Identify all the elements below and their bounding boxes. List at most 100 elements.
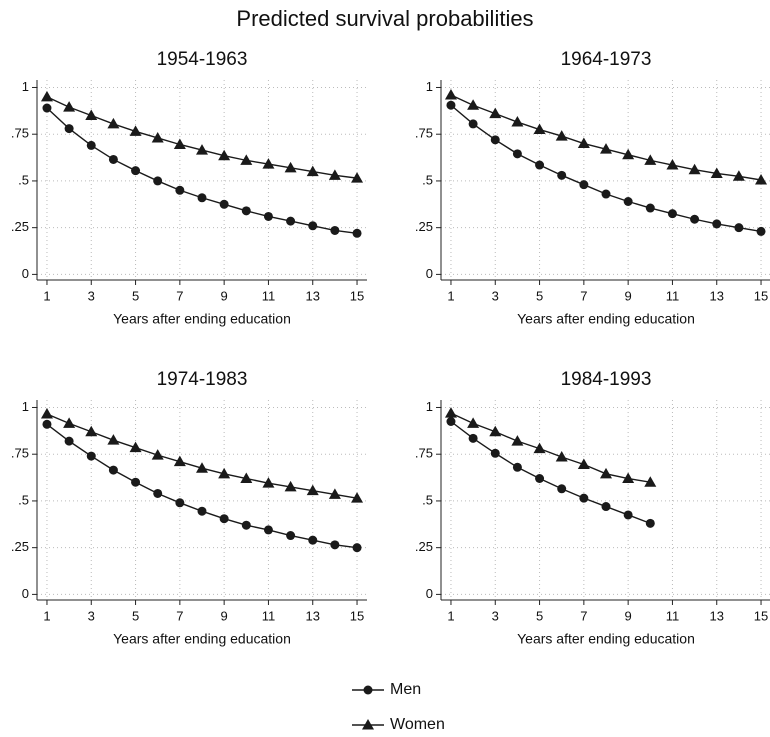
data-point [557, 170, 567, 180]
panel-title: 1954-1963 [157, 49, 248, 70]
data-point [306, 165, 319, 177]
data-point [645, 518, 655, 528]
x-tick-label: 3 [88, 288, 95, 303]
data-point [153, 176, 163, 186]
data-point [153, 488, 163, 498]
data-point [490, 448, 500, 458]
chart-title: Predicted survival probabilities [236, 6, 533, 31]
data-point [734, 223, 744, 233]
x-axis-title: Years after ending education [517, 311, 695, 327]
data-point [577, 137, 590, 149]
data-point [601, 189, 611, 199]
data-point [644, 476, 657, 487]
data-point [306, 484, 319, 496]
data-point [42, 419, 52, 429]
data-point [263, 525, 273, 535]
y-tick-label: .25 [11, 219, 29, 234]
x-tick-label: 15 [350, 608, 364, 623]
y-tick-label: 1 [22, 79, 29, 94]
x-tick-label: 5 [536, 288, 543, 303]
data-point [755, 174, 768, 185]
data-point [330, 540, 340, 550]
data-point [173, 455, 186, 467]
data-point [197, 193, 207, 203]
y-tick-label: 0 [22, 586, 29, 601]
data-point [240, 472, 253, 484]
data-point [129, 125, 142, 136]
x-axis-title: Years after ending education [113, 631, 291, 647]
data-point [511, 116, 524, 127]
panel-title: 1964-1973 [561, 49, 652, 70]
y-tick-label: .25 [415, 539, 433, 554]
panel-title: 1974-1983 [157, 369, 248, 390]
data-point [688, 163, 701, 175]
data-point [468, 119, 478, 129]
data-point [64, 436, 74, 446]
legend-label: Men [390, 681, 421, 698]
data-point [467, 417, 480, 428]
data-point [173, 138, 186, 149]
x-tick-label: 3 [88, 608, 95, 623]
data-point [86, 451, 96, 461]
series-line [46, 423, 358, 549]
y-tick-label: .25 [11, 539, 29, 554]
x-tick-label: 9 [221, 288, 228, 303]
data-point [352, 228, 362, 238]
data-point [108, 465, 118, 475]
data-point [710, 167, 723, 178]
data-point [555, 451, 568, 462]
data-point [444, 407, 457, 418]
data-point [151, 449, 164, 460]
data-point [512, 149, 522, 159]
y-tick-label: 0 [22, 266, 29, 281]
data-point [263, 211, 273, 221]
data-point [197, 506, 207, 516]
data-point [286, 531, 296, 541]
y-tick-label: 1 [22, 399, 29, 414]
x-tick-label: 1 [447, 288, 454, 303]
data-point [63, 101, 76, 112]
data-point [308, 221, 318, 231]
x-tick-label: 1 [43, 288, 50, 303]
data-point [644, 154, 657, 165]
legend-marker [363, 685, 373, 695]
data-point [667, 209, 677, 219]
data-point [196, 462, 208, 473]
data-point [600, 467, 612, 479]
data-point [623, 196, 633, 206]
data-point [555, 130, 568, 141]
x-tick-label: 9 [625, 608, 632, 623]
data-point [490, 135, 500, 145]
data-point [579, 180, 589, 190]
x-tick-label: 11 [262, 608, 276, 623]
data-point [467, 99, 480, 110]
data-point [712, 219, 722, 229]
data-point [351, 492, 364, 503]
data-point [557, 484, 567, 494]
x-tick-label: 1 [447, 608, 454, 623]
x-tick-label: 3 [492, 608, 499, 623]
x-tick-label: 3 [492, 288, 499, 303]
data-point [108, 154, 118, 164]
data-point [622, 148, 635, 160]
data-point [107, 434, 120, 445]
data-point [240, 154, 253, 165]
data-point [489, 425, 502, 437]
data-point [85, 109, 98, 121]
data-point [351, 172, 364, 183]
data-point [151, 131, 164, 143]
y-tick-label: 1 [426, 79, 433, 94]
x-tick-label: 11 [666, 288, 680, 303]
x-tick-label: 13 [306, 608, 320, 623]
data-point [468, 433, 478, 443]
x-tick-label: 5 [536, 608, 543, 623]
data-point [535, 474, 545, 484]
data-point [40, 408, 53, 419]
x-tick-label: 7 [176, 608, 183, 623]
y-tick-label: .75 [415, 126, 433, 141]
x-tick-label: 13 [710, 288, 724, 303]
data-point [446, 100, 456, 110]
x-tick-label: 11 [262, 288, 276, 303]
x-tick-label: 7 [580, 288, 587, 303]
